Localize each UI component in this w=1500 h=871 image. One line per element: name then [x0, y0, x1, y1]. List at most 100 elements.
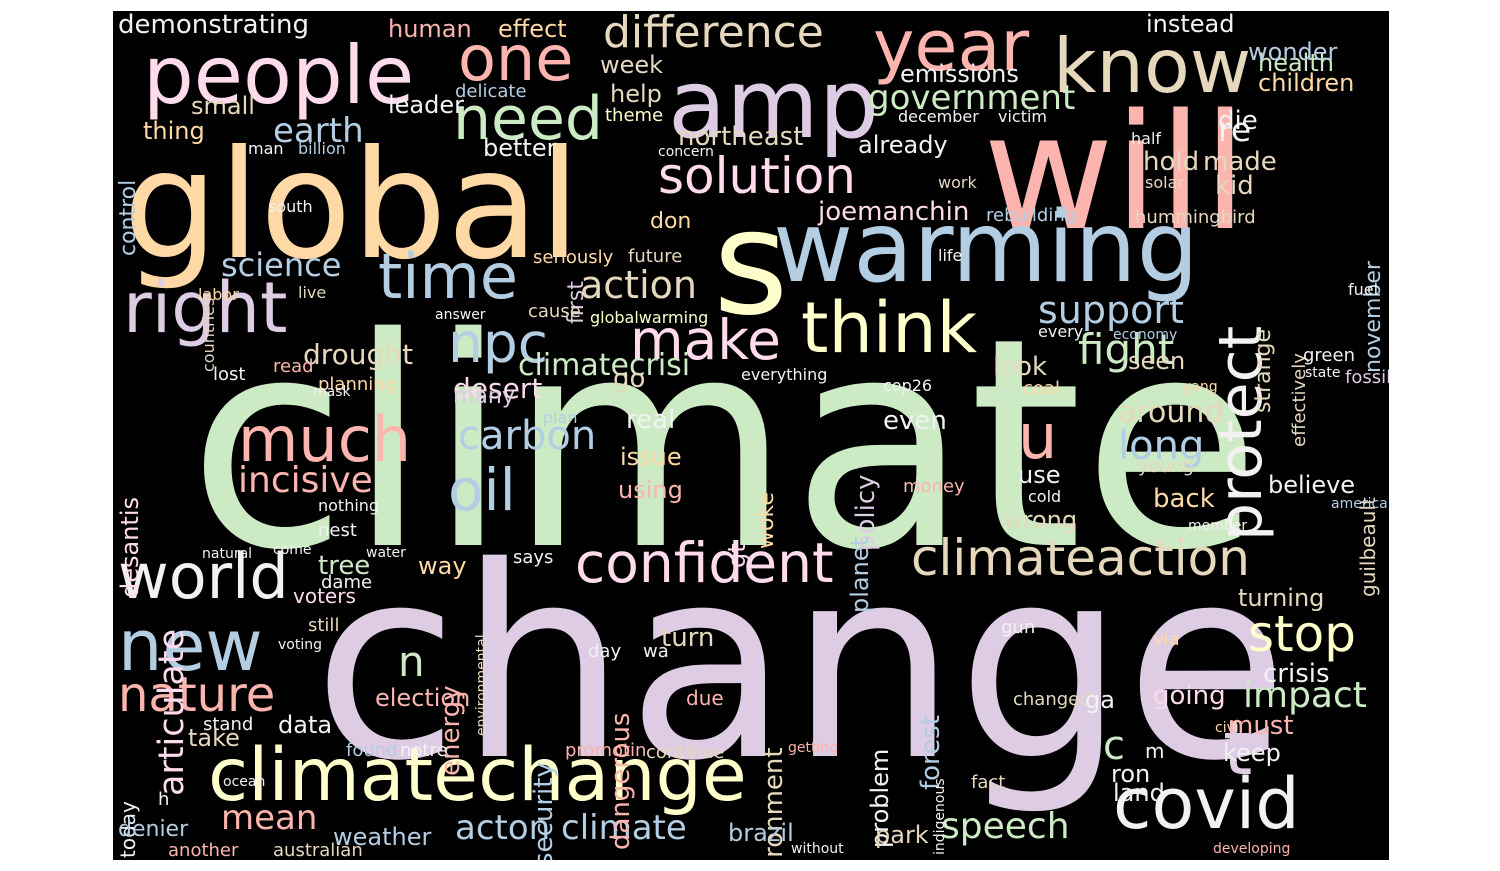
cloud-word: everything: [741, 365, 828, 384]
cloud-word: come: [273, 542, 312, 558]
cloud-word: earth: [273, 111, 364, 151]
cloud-word: don: [650, 209, 692, 234]
cloud-word: december: [898, 107, 979, 126]
cloud-word: take: [188, 724, 240, 752]
cloud-word: seriously: [533, 247, 614, 268]
cloud-word: help: [610, 80, 662, 108]
cloud-word: planet: [846, 537, 874, 613]
cloud-word: future: [628, 246, 683, 267]
cloud-word: warming: [773, 191, 1199, 305]
cloud-word: n: [398, 637, 425, 686]
cloud-word: s: [713, 179, 789, 348]
cloud-word: human: [388, 15, 472, 43]
cloud-word: nature: [118, 667, 276, 723]
cloud-word: emissions: [900, 60, 1019, 88]
cloud-word: kid: [1215, 171, 1254, 201]
cloud-word: made: [1203, 147, 1277, 177]
cloud-word: via: [1153, 629, 1180, 650]
cloud-word: land: [1113, 779, 1165, 807]
cloud-word: will: [983, 79, 1248, 266]
cloud-word: leader: [388, 91, 465, 119]
cloud-word: fossil: [1345, 367, 1389, 388]
cloud-word: another: [168, 840, 239, 860]
cloud-word: turn: [661, 623, 715, 653]
cloud-word: work: [938, 173, 977, 192]
cloud-word: without: [791, 841, 844, 857]
cloud-word: northeast: [678, 122, 804, 152]
cloud-word: effect: [498, 15, 567, 43]
cloud-word: acton climate: [455, 808, 687, 848]
cloud-word: think: [801, 287, 978, 369]
cloud-word: coal: [1023, 378, 1060, 399]
cloud-word: getting: [788, 740, 839, 756]
cloud-word: action: [580, 263, 697, 307]
cloud-word: keep: [1223, 739, 1281, 767]
cloud-word: around: [1118, 395, 1224, 430]
cloud-word: fuel: [1348, 280, 1379, 299]
cloud-word: believe: [1268, 471, 1356, 499]
cloud-word: people: [143, 29, 415, 122]
cloud-word: wa: [643, 641, 669, 662]
cloud-word: globalwarming: [590, 308, 709, 327]
cloud-word: due: [686, 686, 724, 710]
cloud-word: weather: [333, 823, 432, 851]
cloud-word: make: [630, 308, 782, 372]
cloud-word: woke: [754, 492, 779, 549]
cloud-word: green: [1303, 345, 1355, 366]
cloud-word: money: [903, 476, 965, 497]
cloud-word: member: [1188, 518, 1248, 534]
cloud-word: notre: [400, 740, 448, 761]
cloud-word: ga: [1085, 686, 1115, 714]
cloud-word: using: [618, 476, 683, 504]
cloud-word: every: [1038, 322, 1084, 341]
cloud-word: water: [366, 545, 406, 561]
cloud-word: day: [588, 641, 622, 662]
cloud-word: use: [1018, 461, 1061, 489]
cloud-word: h: [158, 789, 170, 810]
cloud-word: mean: [221, 798, 318, 838]
cloud-word: cold: [1028, 487, 1062, 506]
cloud-word: changed: [1013, 689, 1091, 710]
cloud-word: still: [308, 615, 340, 636]
cloud-word: incisive: [238, 460, 373, 501]
cloud-word: denier: [118, 817, 189, 842]
cloud-word: rebuilding: [986, 205, 1077, 226]
cloud-word: billion: [298, 139, 346, 158]
cloud-word: wrong: [1003, 506, 1078, 534]
cloud-word: answer: [435, 307, 486, 323]
cloud-word: confident: [575, 531, 834, 595]
cloud-word: world: [118, 540, 289, 613]
cloud-word: m: [1145, 739, 1165, 763]
cloud-word: real: [626, 405, 676, 435]
cloud-word: cause: [528, 301, 581, 322]
cloud-word: guilbeault: [1356, 497, 1380, 597]
cloud-word: nothing: [318, 496, 380, 515]
cloud-word: long: [1118, 423, 1205, 469]
cloud-word: children: [1258, 69, 1355, 97]
cloud-word: november: [1361, 261, 1386, 373]
cloud-word: issue: [620, 443, 682, 471]
cloud-word: hold: [1143, 147, 1200, 177]
cloud-word: environmental: [474, 634, 490, 736]
cloud-word: government: [868, 78, 1076, 118]
cloud-word: die: [1218, 106, 1258, 136]
cloud-word: week: [600, 51, 664, 79]
cloud-word: planning: [318, 374, 397, 395]
word-cloud: climate change will global s warming amp people…: [113, 11, 1389, 860]
cloud-word: indigenous: [932, 778, 948, 855]
cloud-word: south: [268, 197, 313, 216]
cloud-word: small: [191, 92, 255, 120]
cloud-word: countries: [199, 297, 218, 372]
cloud-word: global: [123, 119, 581, 293]
cloud-word: change: [313, 511, 1289, 819]
cloud-word: c: [1103, 723, 1125, 769]
cloud-word: hummingbird: [1135, 207, 1256, 228]
cloud-word: solar: [1145, 173, 1184, 192]
cloud-word: yang: [1183, 379, 1218, 395]
cloud-word: stand: [203, 714, 254, 735]
cloud-word: dame: [321, 572, 373, 593]
cloud-word: climatecrisi: [518, 348, 691, 383]
cloud-word: fight: [1078, 325, 1175, 374]
cloud-word: already: [858, 131, 948, 159]
cloud-word: many: [453, 384, 515, 409]
